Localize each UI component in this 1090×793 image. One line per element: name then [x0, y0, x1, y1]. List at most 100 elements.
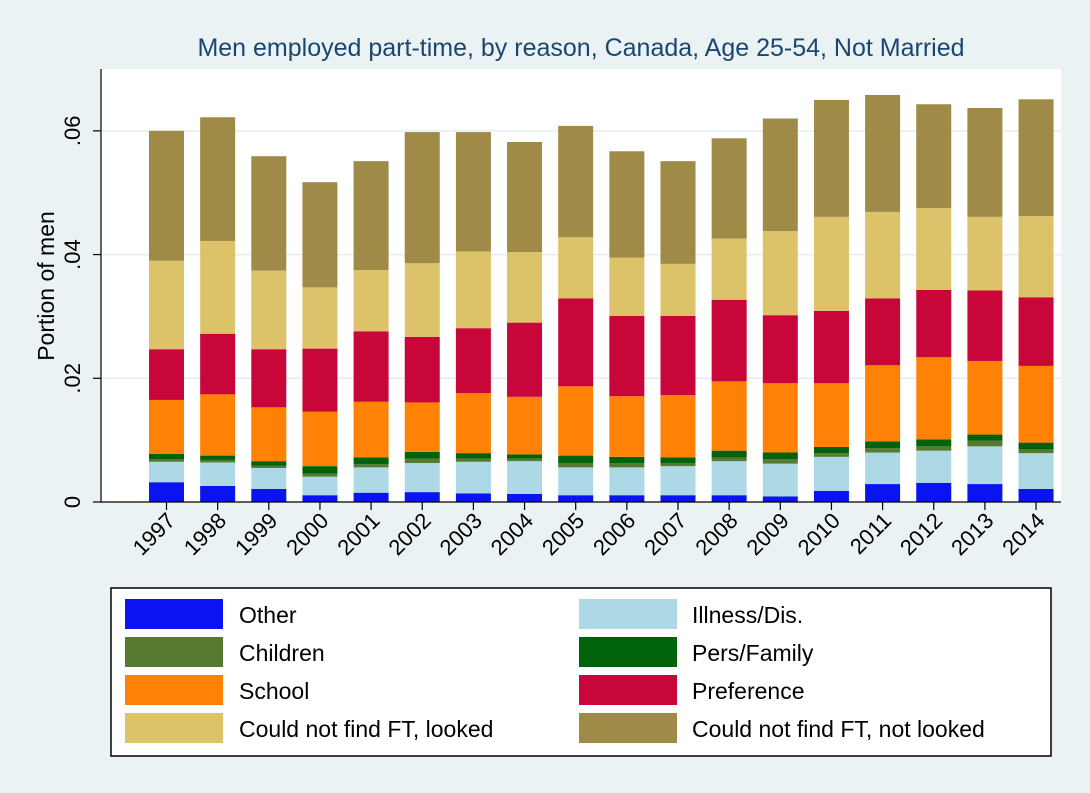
bar-segment [916, 357, 952, 440]
bar-segment [251, 489, 287, 502]
bar-segment [455, 458, 491, 462]
bar-segment [507, 458, 543, 462]
bar-segment [455, 132, 491, 252]
bar-segment [865, 94, 901, 212]
bar-segment [251, 407, 287, 462]
bar-segment [200, 240, 236, 334]
bar-segment [251, 465, 287, 468]
bar-segment [711, 450, 747, 458]
bar-segment [149, 459, 184, 462]
legend-label: School [239, 678, 309, 704]
bar-segment [609, 463, 645, 468]
bar-segment [762, 315, 798, 384]
bar-segment [251, 270, 287, 350]
bar-segment [813, 99, 849, 217]
bar-segment [865, 448, 901, 453]
bar-segment [507, 461, 543, 494]
bar-segment [916, 208, 952, 290]
bar-segment [711, 238, 747, 300]
bar-segment [967, 440, 1003, 447]
bar-segment [200, 485, 236, 502]
bar-segment [200, 459, 236, 463]
bar-segment [813, 456, 849, 491]
bar-segment [558, 463, 594, 468]
bar-segment [149, 349, 184, 400]
bar-segment [711, 299, 747, 382]
bar-segment [967, 434, 1003, 441]
bar-segment [967, 107, 1003, 217]
bar-segment [302, 476, 338, 496]
bar-segment [455, 461, 491, 494]
bar-segment [404, 458, 440, 464]
bar-segment [507, 252, 543, 323]
bar-segment [302, 348, 338, 412]
bar-segment [660, 161, 696, 264]
bar-segment [200, 394, 236, 456]
bar-segment [404, 336, 440, 403]
bar-segment [200, 462, 236, 486]
bar-segment [609, 151, 645, 258]
y-tick-label: .02 [60, 363, 85, 394]
bar-segment [660, 463, 696, 467]
bar-segment [353, 161, 389, 271]
bar-segment [251, 461, 287, 466]
bar-segment [660, 457, 696, 464]
bar-segment [1018, 365, 1054, 443]
bar-segment [455, 393, 491, 454]
legend-swatch [579, 713, 677, 743]
bar-segment [967, 484, 1003, 502]
legend-label: Preference [692, 678, 805, 704]
bar-segment [404, 492, 440, 502]
bar-segment [1018, 489, 1054, 502]
bar-segment [967, 216, 1003, 291]
bar-segment [813, 310, 849, 384]
bar-segment [711, 457, 747, 462]
bar-segment [916, 482, 952, 502]
bar-segment [507, 396, 543, 455]
bar-segment [813, 446, 849, 454]
bar-segment [609, 257, 645, 316]
bar-segment [813, 383, 849, 447]
bar-segment [455, 251, 491, 329]
bar-segment [353, 270, 389, 332]
bar-segment [558, 495, 594, 502]
bar-segment [353, 464, 389, 468]
bar-segment [762, 452, 798, 460]
bar-segment [353, 331, 389, 402]
bar-segment [865, 211, 901, 299]
bar-segment [507, 141, 543, 253]
bar-segment [302, 473, 338, 477]
legend-label: Illness/Dis. [692, 602, 803, 628]
bar-segment [149, 461, 184, 483]
bar-segment [1018, 453, 1054, 490]
bar-segment [916, 289, 952, 358]
bar-segment [353, 457, 389, 465]
bar-segment [813, 453, 849, 457]
bar-segment [251, 349, 287, 408]
legend-swatch [579, 637, 677, 667]
legend: Other Illness/Dis. Children Pers/Family Scho… [125, 599, 985, 743]
legend-label: Other [239, 602, 297, 628]
bar-segment [813, 490, 849, 502]
bar-segment [762, 383, 798, 453]
bar-segment [251, 467, 287, 490]
legend-swatch [125, 599, 223, 629]
bar-segment [1018, 216, 1054, 298]
y-axis-label: Portion of men [33, 211, 59, 361]
bar-segment [916, 104, 952, 209]
legend-label: Could not find FT, looked [239, 716, 493, 742]
bar-segment [507, 322, 543, 397]
bar-segment [558, 386, 594, 456]
bar-segment [1018, 99, 1054, 217]
bar-segment [404, 263, 440, 337]
y-tick-label: .04 [60, 239, 85, 270]
bar-segment [865, 298, 901, 366]
bar-segment [353, 492, 389, 502]
bar-segment [149, 399, 184, 454]
bar-segment [762, 496, 798, 502]
bar-segment [558, 467, 594, 496]
chart-title: Men employed part-time, by reason, Canad… [197, 34, 964, 62]
bar-segment [609, 396, 645, 457]
bar-segment [200, 333, 236, 395]
